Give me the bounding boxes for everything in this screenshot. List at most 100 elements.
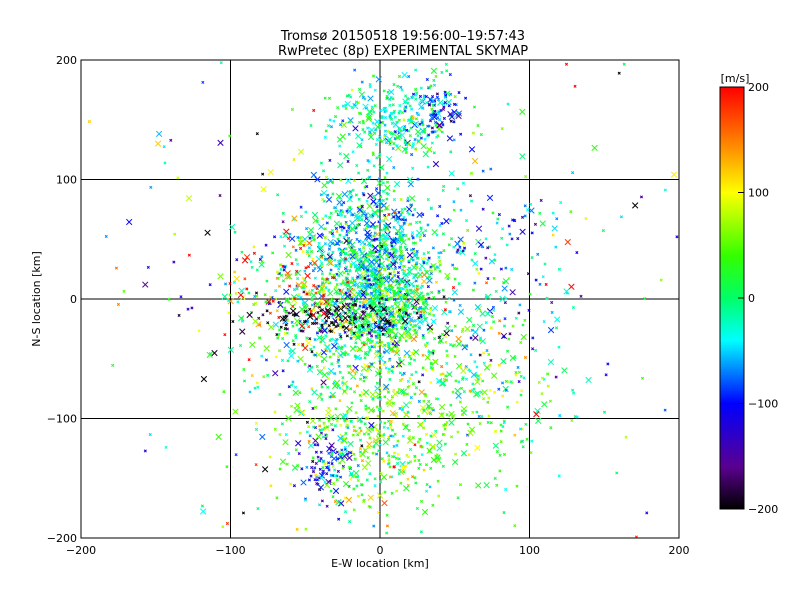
data-point [363, 242, 367, 246]
data-point [368, 175, 372, 179]
data-point [407, 118, 411, 122]
data-point [347, 253, 351, 257]
data-point [344, 252, 348, 256]
data-point [407, 129, 411, 133]
data-point [367, 192, 374, 199]
data-point [411, 92, 416, 96]
data-point [350, 323, 354, 327]
data-point [349, 225, 356, 232]
data-point [407, 272, 411, 276]
data-point [373, 226, 377, 230]
data-point [335, 282, 339, 287]
data-point [393, 137, 397, 141]
data-point [401, 230, 405, 234]
data-point [345, 277, 349, 281]
data-point [392, 257, 399, 264]
data-point [337, 259, 341, 263]
data-point [420, 143, 427, 150]
data-point [325, 221, 329, 225]
data-point [339, 253, 343, 257]
data-point [370, 345, 374, 349]
data-point [386, 90, 390, 94]
data-point [410, 120, 414, 124]
data-point [344, 106, 348, 111]
data-point [423, 301, 427, 305]
data-point [340, 121, 348, 128]
data-point [338, 264, 342, 268]
data-point [349, 253, 356, 260]
x-tick-label: −100 [215, 544, 245, 557]
data-point [456, 187, 460, 191]
data-point [285, 251, 292, 259]
data-point [466, 228, 470, 233]
data-point [369, 109, 373, 113]
data-point [360, 80, 364, 84]
data-point [423, 316, 427, 321]
data-point [375, 76, 382, 83]
data-point [445, 98, 452, 106]
data-point [411, 213, 415, 217]
data-point [377, 349, 381, 353]
data-point [384, 184, 391, 191]
data-point [378, 152, 382, 156]
data-point [321, 217, 325, 221]
data-point [346, 238, 353, 246]
data-point [392, 225, 396, 229]
data-point [415, 261, 419, 265]
data-point [418, 220, 422, 224]
data-point [288, 232, 292, 236]
data-point [453, 324, 457, 328]
data-point [317, 244, 325, 252]
data-point [434, 74, 438, 79]
data-point [409, 248, 413, 252]
data-point [436, 214, 440, 218]
data-point [399, 245, 403, 249]
data-point [401, 258, 405, 263]
data-point [365, 113, 373, 121]
data-point [400, 207, 404, 212]
data-point [414, 68, 418, 72]
data-point [451, 289, 458, 296]
data-point [361, 119, 365, 123]
data-point [354, 255, 358, 260]
data-point [331, 180, 335, 184]
data-point [357, 239, 361, 243]
data-point [413, 288, 420, 295]
data-point [425, 101, 429, 105]
data-point [340, 300, 344, 304]
data-point [398, 235, 405, 243]
data-point [317, 245, 321, 249]
data-point [406, 196, 410, 200]
x-tick-label: 100 [519, 544, 540, 557]
data-point [418, 238, 423, 242]
data-point [343, 215, 347, 219]
data-point [299, 205, 303, 209]
y-tick-label: 100 [56, 174, 77, 187]
data-point [389, 262, 393, 266]
data-point [391, 342, 395, 346]
data-point [385, 264, 390, 268]
data-point [457, 282, 461, 286]
data-point [413, 120, 420, 127]
data-point [299, 214, 303, 219]
data-point [382, 219, 386, 223]
data-point [381, 239, 388, 247]
data-points [87, 61, 679, 539]
data-point [377, 237, 382, 242]
data-point [378, 251, 382, 255]
colorbar-tick-label: 100 [748, 187, 769, 200]
data-point [420, 257, 425, 261]
data-point [364, 233, 371, 240]
data-point [403, 107, 407, 111]
data-point [325, 196, 333, 203]
data-point [360, 177, 368, 185]
data-point [364, 216, 368, 221]
data-point [449, 92, 453, 96]
data-point [359, 373, 364, 377]
data-point [344, 319, 348, 324]
data-point [352, 103, 359, 110]
data-point [342, 271, 346, 275]
data-point [358, 300, 362, 304]
data-point [419, 226, 423, 230]
data-point [385, 94, 389, 98]
